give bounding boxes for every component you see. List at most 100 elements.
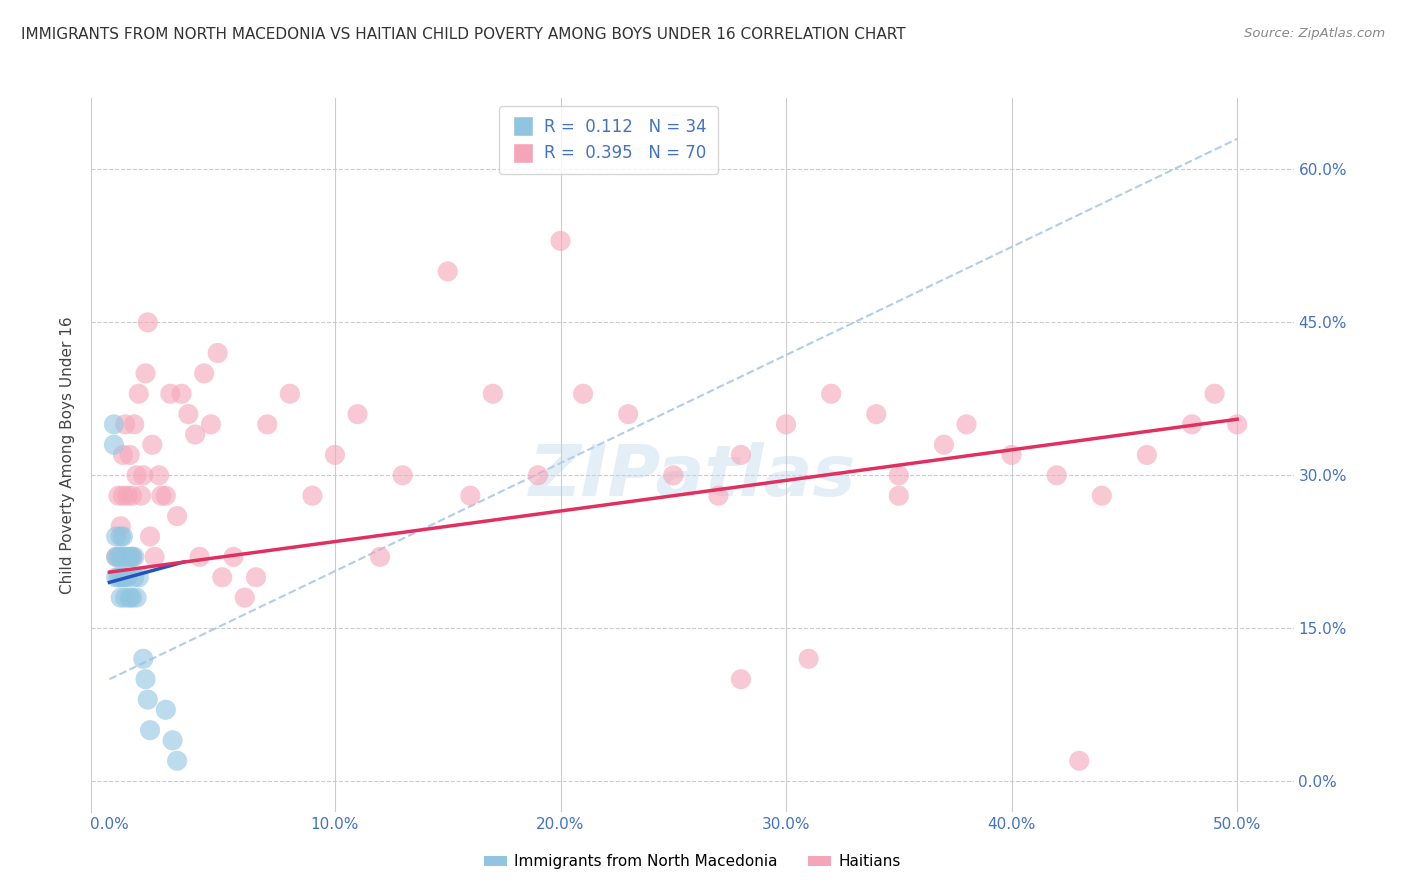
Point (105, 570, 128, 584)
Point (117, 549, 139, 564)
Point (1226, 417, 1249, 432)
Point (121, 549, 143, 564)
Point (103, 438, 125, 452)
Point (136, 315, 159, 329)
Point (775, 417, 797, 432)
Point (572, 386, 595, 401)
Point (111, 529, 134, 543)
Point (117, 570, 139, 584)
Point (141, 438, 163, 452)
Point (114, 417, 136, 432)
Point (105, 529, 128, 543)
Point (887, 489, 910, 503)
Point (107, 570, 129, 584)
Point (301, 489, 323, 503)
Point (730, 672, 752, 686)
Point (110, 529, 132, 543)
Point (128, 570, 150, 584)
Point (125, 591, 148, 605)
Point (134, 672, 156, 686)
Point (122, 570, 145, 584)
Point (110, 549, 132, 564)
Point (105, 549, 128, 564)
Text: Source: ZipAtlas.com: Source: ZipAtlas.com (1244, 27, 1385, 40)
Point (105, 549, 128, 564)
Point (436, 264, 458, 278)
Point (103, 417, 125, 432)
Point (730, 448, 752, 462)
Point (797, 652, 820, 666)
Point (1204, 386, 1226, 401)
Point (368, 549, 391, 564)
Legend: Immigrants from North Macedonia, Haitians: Immigrants from North Macedonia, Haitian… (478, 848, 907, 875)
Point (111, 489, 134, 503)
Point (1046, 468, 1069, 483)
Point (155, 703, 177, 717)
Point (132, 468, 155, 483)
Y-axis label: Child Poverty Among Boys Under 16: Child Poverty Among Boys Under 16 (60, 316, 76, 594)
Point (1181, 417, 1204, 432)
Point (121, 489, 143, 503)
Point (932, 438, 955, 452)
Point (125, 468, 148, 483)
Point (188, 549, 211, 564)
Point (118, 448, 141, 462)
Point (136, 692, 159, 706)
Point (122, 549, 145, 564)
Point (139, 723, 162, 738)
Point (110, 570, 132, 584)
Point (1000, 448, 1022, 462)
Point (955, 417, 977, 432)
Point (166, 509, 188, 524)
Point (820, 386, 842, 401)
Point (887, 468, 910, 483)
Point (245, 570, 267, 584)
Point (707, 489, 730, 503)
Point (1069, 754, 1091, 768)
Point (278, 386, 301, 401)
Point (159, 386, 181, 401)
Point (162, 733, 184, 747)
Point (143, 549, 166, 564)
Point (222, 549, 245, 564)
Point (129, 489, 152, 503)
Point (128, 386, 150, 401)
Point (114, 549, 136, 564)
Point (256, 417, 278, 432)
Point (114, 591, 136, 605)
Point (148, 468, 170, 483)
Point (184, 427, 207, 442)
Point (118, 591, 141, 605)
Point (200, 417, 222, 432)
Point (211, 570, 233, 584)
Point (233, 591, 256, 605)
Point (177, 407, 200, 421)
Point (134, 367, 156, 381)
Point (121, 549, 143, 564)
Point (132, 652, 155, 666)
Point (323, 448, 346, 462)
Point (170, 386, 193, 401)
Point (865, 407, 887, 421)
Point (527, 468, 550, 483)
Text: ZIPatlas: ZIPatlas (529, 442, 856, 511)
Point (114, 570, 136, 584)
Point (111, 549, 134, 564)
Point (150, 489, 173, 503)
Point (193, 367, 215, 381)
Point (166, 754, 188, 768)
Text: IMMIGRANTS FROM NORTH MACEDONIA VS HAITIAN CHILD POVERTY AMONG BOYS UNDER 16 COR: IMMIGRANTS FROM NORTH MACEDONIA VS HAITI… (21, 27, 905, 42)
Point (662, 468, 685, 483)
Point (482, 386, 505, 401)
Point (346, 407, 368, 421)
Point (111, 570, 134, 584)
Point (617, 407, 640, 421)
Point (118, 549, 141, 564)
Point (1136, 448, 1159, 462)
Point (121, 591, 143, 605)
Point (110, 519, 132, 533)
Point (550, 234, 572, 248)
Point (111, 448, 134, 462)
Point (107, 489, 129, 503)
Point (139, 529, 162, 543)
